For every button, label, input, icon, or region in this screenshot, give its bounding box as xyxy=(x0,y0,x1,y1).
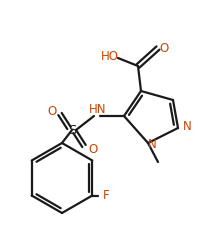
Text: F: F xyxy=(103,189,110,202)
Text: O: O xyxy=(47,105,57,118)
Text: O: O xyxy=(88,142,98,155)
Text: HN: HN xyxy=(89,103,107,116)
Text: N: N xyxy=(183,120,191,132)
Text: N: N xyxy=(148,137,156,150)
Text: HO: HO xyxy=(101,50,119,62)
Text: O: O xyxy=(159,42,169,55)
Text: S: S xyxy=(68,124,76,136)
